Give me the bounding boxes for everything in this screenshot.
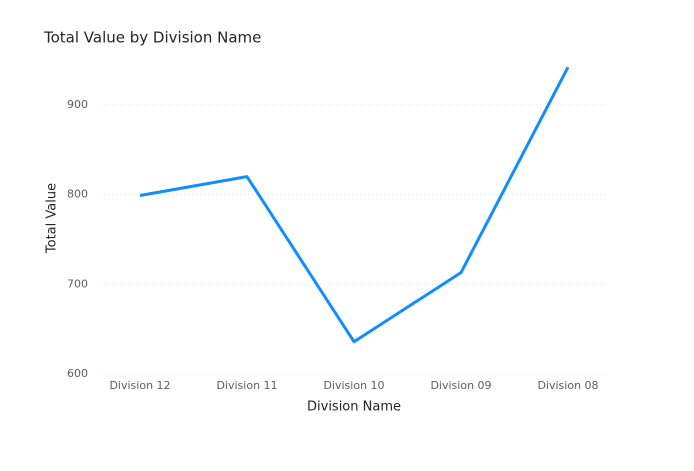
y-tick-label: 700: [67, 277, 88, 290]
x-tick-label: Division 09: [430, 379, 491, 392]
x-tick-label: Division 11: [216, 379, 277, 392]
y-tick-label: 600: [67, 367, 88, 380]
x-tick-label: Division 12: [109, 379, 170, 392]
chart-title: Total Value by Division Name: [43, 29, 261, 47]
y-tick-label: 900: [67, 98, 88, 111]
line: [139, 66, 570, 344]
x-tick-label: Division 10: [323, 379, 384, 392]
x-tick-label: Division 08: [537, 379, 598, 392]
y-axis-title: Total Value: [45, 183, 60, 254]
y-tick-label: 800: [67, 188, 88, 201]
x-axis-title: Division Name: [307, 400, 401, 415]
